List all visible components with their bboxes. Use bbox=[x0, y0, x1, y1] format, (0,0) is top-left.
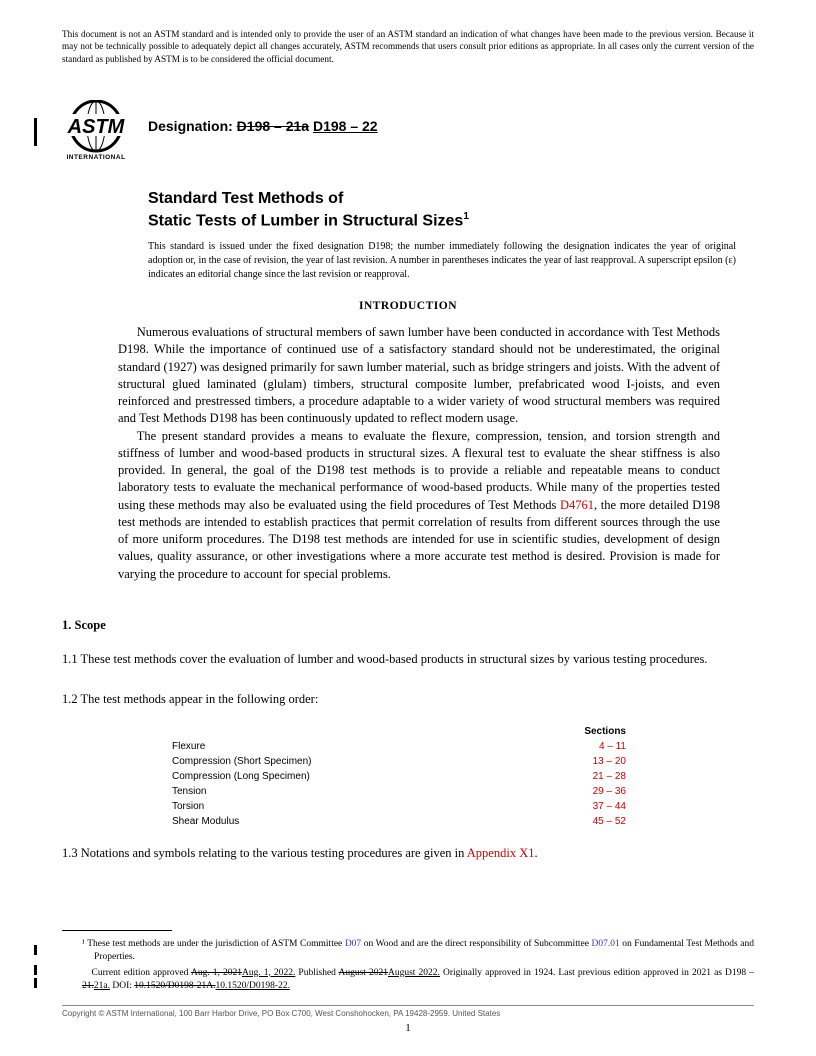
footnote-rule bbox=[62, 930, 172, 931]
section-link[interactable]: 4 – 11 bbox=[599, 739, 626, 754]
copyright-text: Copyright © ASTM International, 100 Barr… bbox=[62, 1009, 500, 1018]
footnote-2: Current edition approved Aug. 1, 2021Aug… bbox=[82, 967, 754, 994]
section-link[interactable]: 45 – 52 bbox=[593, 814, 626, 829]
change-bar bbox=[34, 978, 37, 988]
link-d07[interactable]: D07 bbox=[345, 939, 361, 949]
astm-logo: ASTM INTERNATIONAL bbox=[62, 100, 130, 167]
copyright-rule bbox=[62, 1005, 754, 1006]
section-link[interactable]: 21 – 28 bbox=[593, 769, 626, 784]
footnote-1: ¹ These test methods are under the juris… bbox=[82, 938, 754, 965]
svg-text:ASTM: ASTM bbox=[67, 116, 126, 138]
clause-1-1: 1.1 These test methods cover the evaluat… bbox=[62, 652, 754, 667]
link-d07-01[interactable]: D07.01 bbox=[591, 939, 619, 949]
link-appendix-x1[interactable]: Appendix X1 bbox=[467, 846, 535, 860]
change-bar bbox=[34, 118, 37, 146]
intro-paragraph-1: Numerous evaluations of structural membe… bbox=[118, 324, 720, 428]
title-line-2: Static Tests of Lumber in Structural Siz… bbox=[148, 212, 463, 229]
table-row: Shear Modulus45 – 52 bbox=[172, 814, 626, 829]
intro-paragraph-2: The present standard provides a means to… bbox=[118, 428, 720, 583]
designation-line: Designation: D198 – 21a D198 – 22 bbox=[148, 118, 378, 134]
section-link[interactable]: 13 – 20 bbox=[593, 754, 626, 769]
clause-1-3: 1.3 Notations and symbols relating to th… bbox=[62, 846, 754, 861]
link-d4761[interactable]: D4761 bbox=[560, 498, 594, 512]
page-number: 1 bbox=[0, 1022, 816, 1034]
sections-table: Sections Flexure4 – 11 Compression (Shor… bbox=[172, 726, 626, 829]
clause-1-2: 1.2 The test methods appear in the follo… bbox=[62, 692, 318, 707]
section-link[interactable]: 37 – 44 bbox=[593, 799, 626, 814]
title-footnote-ref: 1 bbox=[463, 211, 469, 222]
disclaimer-text: This document is not an ASTM standard an… bbox=[62, 28, 754, 65]
section-link[interactable]: 29 – 36 bbox=[593, 784, 626, 799]
footnotes: ¹ These test methods are under the juris… bbox=[82, 938, 754, 995]
table-row: Flexure4 – 11 bbox=[172, 739, 626, 754]
introduction-heading: INTRODUCTION bbox=[0, 300, 816, 312]
change-bar bbox=[34, 945, 37, 955]
title-line-1: Standard Test Methods of bbox=[148, 190, 343, 207]
designation-new: D198 – 22 bbox=[313, 118, 378, 134]
document-title: Standard Test Methods of Static Tests of… bbox=[148, 188, 469, 232]
designation-label: Designation: bbox=[148, 118, 233, 134]
designation-old: D198 – 21a bbox=[237, 118, 309, 134]
issuance-note: This standard is issued under the fixed … bbox=[148, 240, 736, 282]
table-row: Torsion37 – 44 bbox=[172, 799, 626, 814]
scope-heading: 1. Scope bbox=[62, 618, 106, 633]
table-row: Compression (Short Specimen)13 – 20 bbox=[172, 754, 626, 769]
introduction-body: Numerous evaluations of structural membe… bbox=[118, 324, 720, 583]
table-row: Tension29 – 36 bbox=[172, 784, 626, 799]
svg-text:INTERNATIONAL: INTERNATIONAL bbox=[66, 154, 125, 161]
change-bar bbox=[34, 965, 37, 975]
sections-header: Sections bbox=[172, 726, 626, 737]
table-row: Compression (Long Specimen)21 – 28 bbox=[172, 769, 626, 784]
